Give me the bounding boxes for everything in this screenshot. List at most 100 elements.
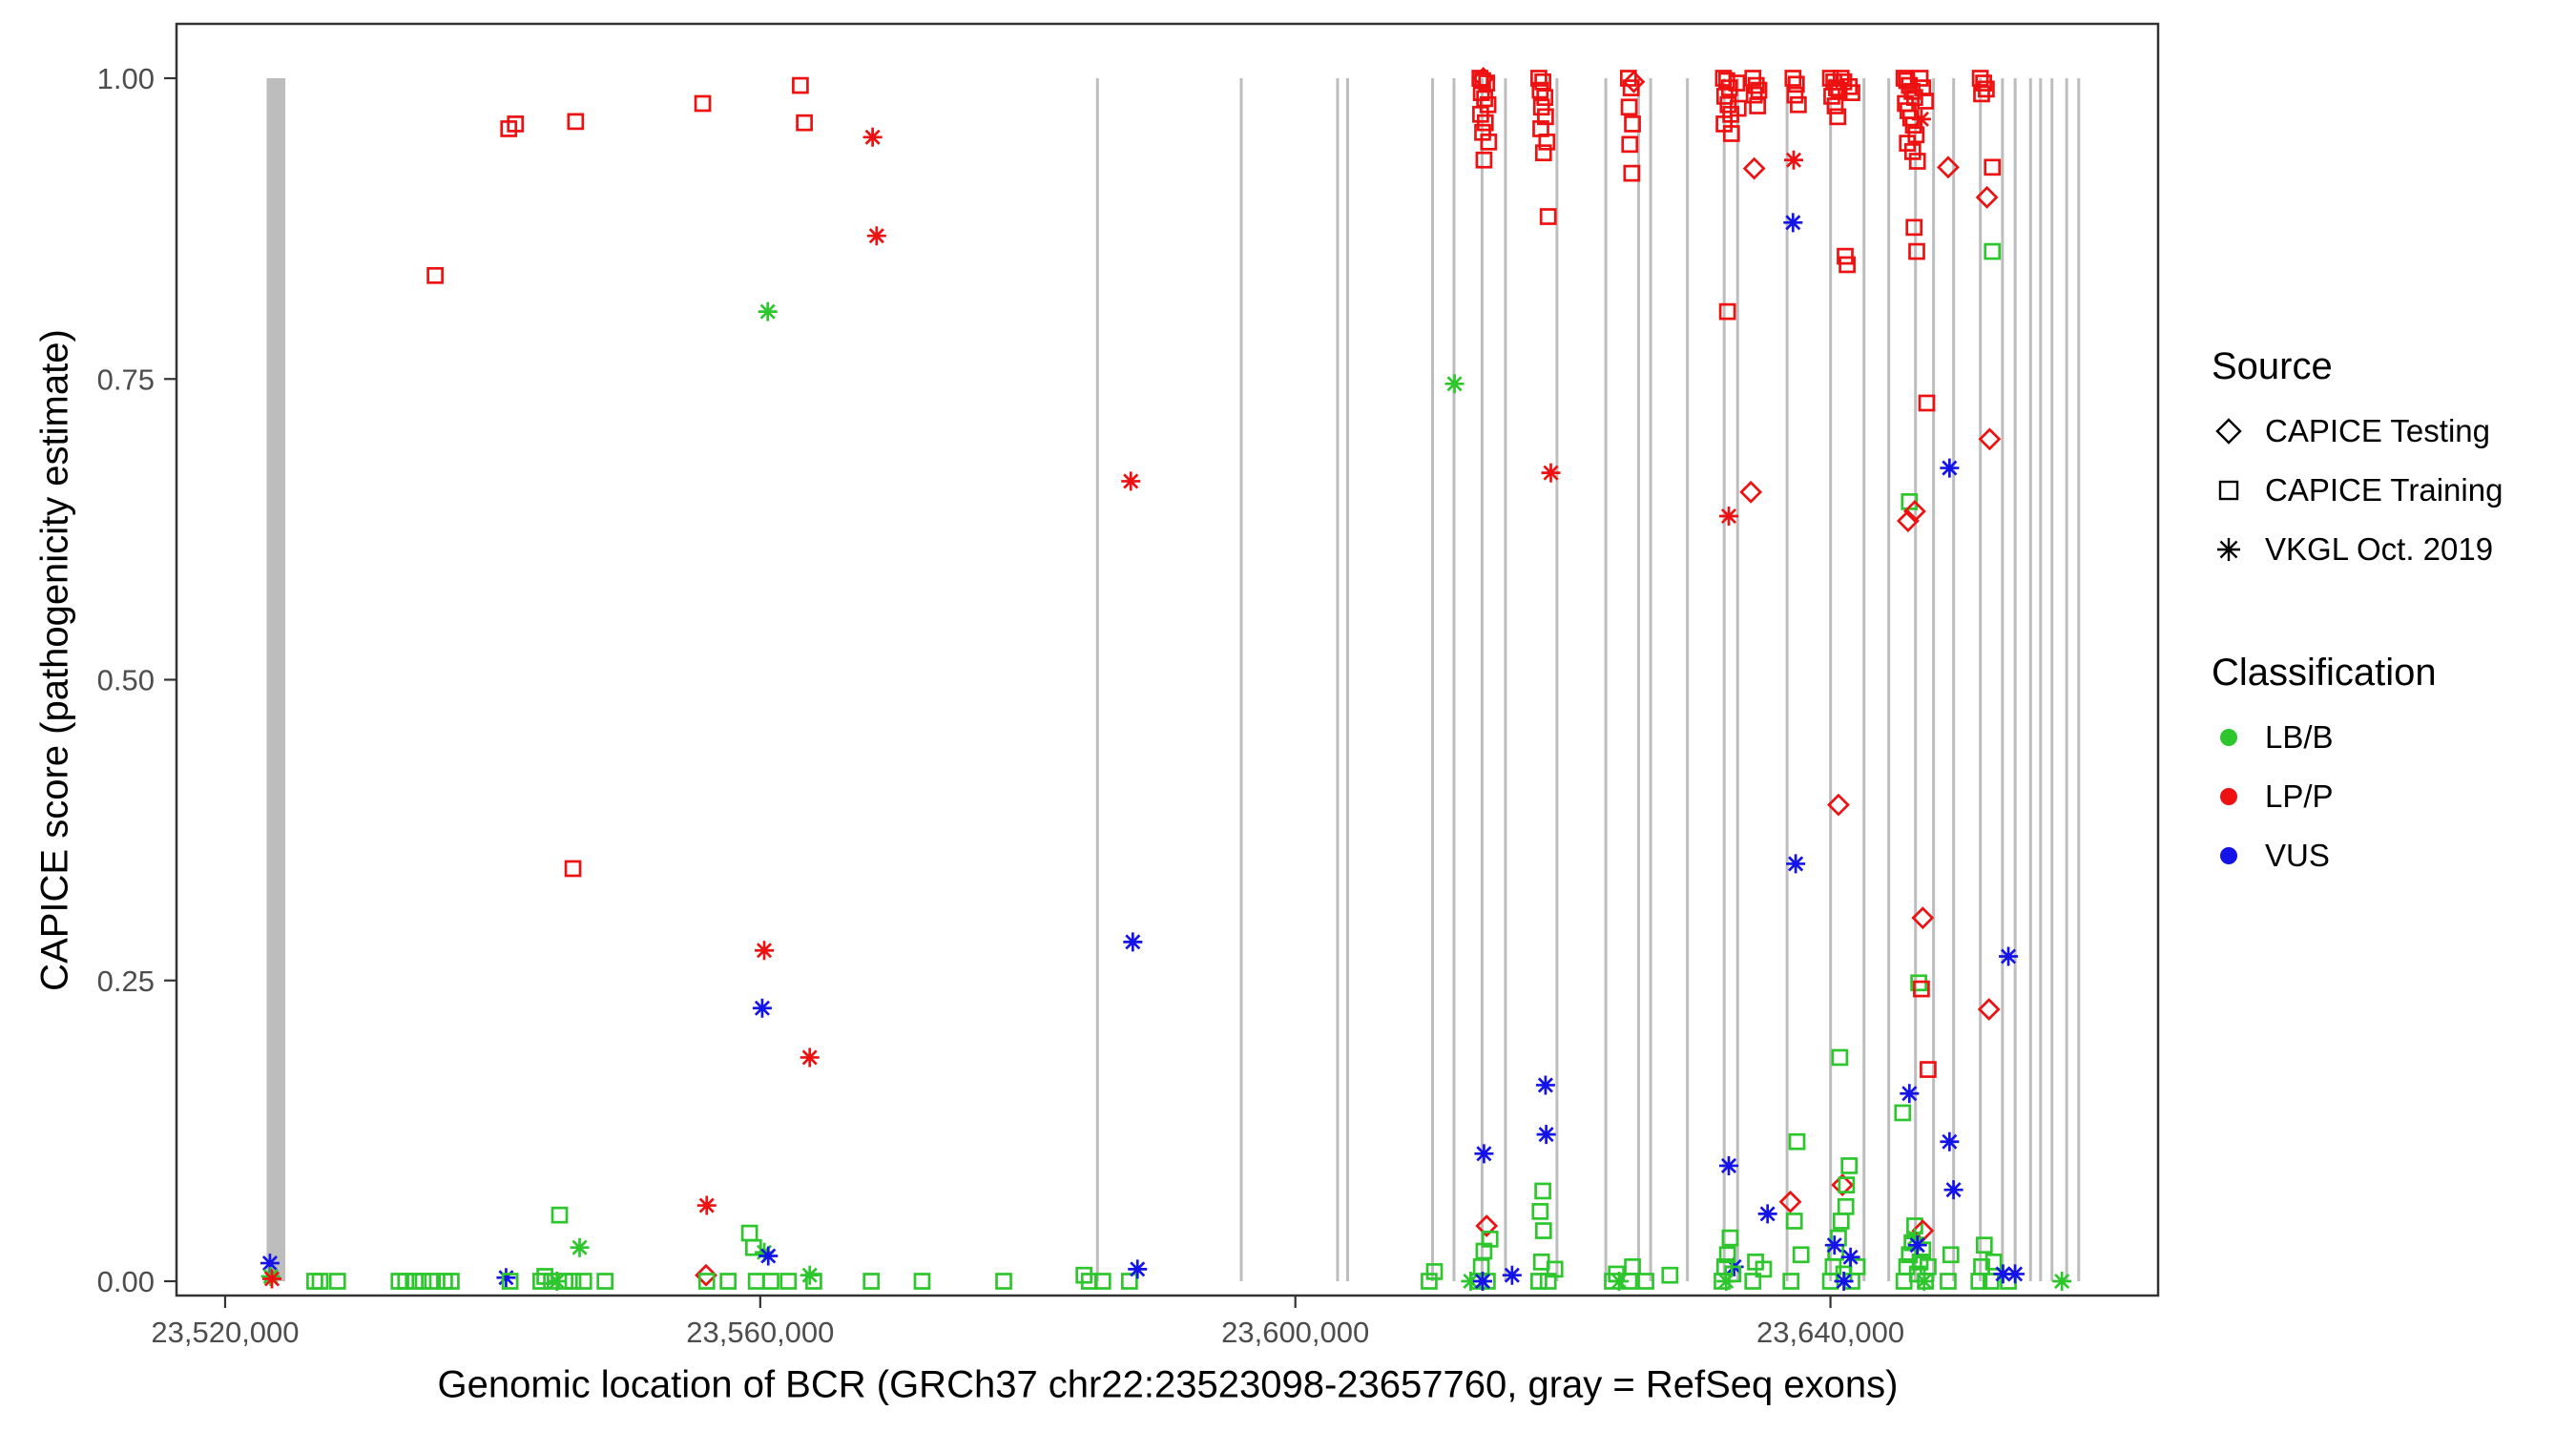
point-diamond-testing xyxy=(1911,906,1935,930)
point-diamond-testing xyxy=(1978,427,2002,451)
point-square-training xyxy=(1530,1273,1548,1290)
point-square-training xyxy=(1785,1213,1803,1230)
point-square-training xyxy=(1624,115,1641,133)
legend-item-lpp: LP/P xyxy=(2212,778,2503,815)
point-square-training xyxy=(507,115,525,133)
point-diamond-testing xyxy=(1827,793,1850,817)
point-asterisk-vkgl xyxy=(696,1195,717,1215)
point-square-training xyxy=(414,1273,432,1290)
point-square-training xyxy=(1534,1182,1551,1200)
point-asterisk-vkgl xyxy=(1786,854,1806,874)
legend: Source CAPICE Testing CAPICE Training VK… xyxy=(2212,345,2503,897)
point-asterisk-vkgl xyxy=(1719,507,1738,527)
point-square-training xyxy=(1744,1273,1762,1290)
point-square-training xyxy=(1908,153,1926,170)
legend-item-capice-training: CAPICE Training xyxy=(2212,472,2503,508)
point-square-training xyxy=(1729,99,1747,117)
exon-bar xyxy=(1480,78,1484,1281)
point-asterisk-vkgl xyxy=(1610,1272,1630,1291)
point-square-training xyxy=(694,94,712,113)
point-square-training xyxy=(1792,1246,1810,1264)
point-square-training xyxy=(1973,85,1990,103)
point-square-training xyxy=(1913,980,1930,998)
point-square-training xyxy=(306,1273,323,1290)
point-square-training xyxy=(1848,1258,1866,1275)
point-square-training xyxy=(1539,208,1557,225)
point-square-training xyxy=(1755,1260,1773,1278)
legend-source: Source CAPICE Testing CAPICE Training VK… xyxy=(2212,345,2503,568)
exon-bar xyxy=(1345,78,1349,1281)
x-axis-title: Genomic location of BCR (GRCh37 chr22:23… xyxy=(437,1363,1899,1406)
point-square-training xyxy=(697,1273,716,1290)
point-asterisk-vkgl xyxy=(1128,1259,1148,1279)
legend-spacer xyxy=(2212,591,2503,652)
exon-bar xyxy=(1914,78,1918,1281)
legend-item-label: LP/P xyxy=(2265,778,2334,814)
point-asterisk-vkgl xyxy=(1940,458,1960,478)
red-dot-icon xyxy=(2220,788,2237,805)
exon-bar xyxy=(1649,78,1652,1281)
point-square-training xyxy=(397,1273,415,1290)
legend-item-capice-testing: CAPICE Testing xyxy=(2212,413,2503,449)
point-asterisk-vkgl xyxy=(1757,1204,1777,1224)
x-tick-label: 23,520,000 xyxy=(151,1316,299,1349)
exon-bar xyxy=(2028,78,2032,1281)
exon-bar xyxy=(266,78,286,1281)
exon-bar xyxy=(1555,78,1559,1281)
legend-item-label: VKGL Oct. 2019 xyxy=(2265,531,2494,567)
point-diamond-testing xyxy=(1902,500,1926,523)
point-asterisk-vkgl xyxy=(866,226,886,246)
point-square-training xyxy=(1620,98,1638,116)
point-square-training xyxy=(1481,1231,1499,1248)
point-square-training xyxy=(1914,1241,1932,1259)
point-asterisk-vkgl xyxy=(570,1237,590,1257)
point-square-training xyxy=(1942,1246,1960,1264)
point-square-training xyxy=(1984,1253,2003,1271)
point-square-training xyxy=(1920,1258,1937,1275)
point-square-training xyxy=(1718,302,1736,321)
exon-bar xyxy=(1239,78,1243,1281)
x-tick-label: 23,560,000 xyxy=(686,1316,834,1349)
point-square-training xyxy=(1978,80,1995,98)
point-square-training xyxy=(564,1273,582,1290)
point-square-training xyxy=(1530,70,1548,87)
point-square-training xyxy=(1534,144,1552,162)
point-square-training xyxy=(1984,242,2002,260)
point-square-training xyxy=(1840,1157,1859,1174)
point-square-training xyxy=(1532,98,1550,116)
exon-bar xyxy=(1452,78,1456,1281)
point-square-training xyxy=(1975,1236,1993,1255)
legend-item-label: LB/B xyxy=(2265,719,2334,755)
point-square-training xyxy=(779,1273,798,1290)
point-asterisk-vkgl xyxy=(260,1254,280,1274)
point-asterisk-vkgl xyxy=(2005,1264,2025,1284)
exon-bar xyxy=(2065,78,2068,1281)
point-asterisk-vkgl xyxy=(1900,1084,1920,1104)
point-square-training xyxy=(1984,158,2002,176)
point-asterisk-vkgl xyxy=(752,998,772,1018)
point-asterisk-vkgl xyxy=(1536,1125,1556,1145)
y-tick-label: 0.25 xyxy=(97,964,155,998)
point-square-training xyxy=(567,113,585,131)
blue-dot-icon xyxy=(2220,847,2237,864)
point-asterisk-vkgl xyxy=(1824,1235,1844,1255)
point-diamond-testing xyxy=(1742,156,1766,180)
point-asterisk-vkgl xyxy=(1840,1247,1860,1267)
point-asterisk-vkgl xyxy=(1444,374,1465,394)
point-square-training xyxy=(1903,143,1922,160)
point-square-training xyxy=(1475,151,1493,169)
point-square-training xyxy=(740,1224,758,1242)
exon-bar xyxy=(1504,78,1507,1281)
point-square-training xyxy=(1728,74,1746,92)
legend-item-label: VUS xyxy=(2265,838,2330,873)
legend-source-title: Source xyxy=(2212,345,2333,387)
legend-item-lbb: LB/B xyxy=(2212,719,2503,756)
point-square-training xyxy=(1982,1273,2000,1290)
point-asterisk-vkgl xyxy=(2052,1272,2072,1291)
point-diamond-testing xyxy=(1778,1190,1802,1213)
point-asterisk-vkgl xyxy=(1834,1272,1854,1291)
point-asterisk-vkgl xyxy=(800,1047,820,1068)
point-square-training xyxy=(1894,1104,1912,1122)
asterisk-icon xyxy=(2217,538,2240,561)
